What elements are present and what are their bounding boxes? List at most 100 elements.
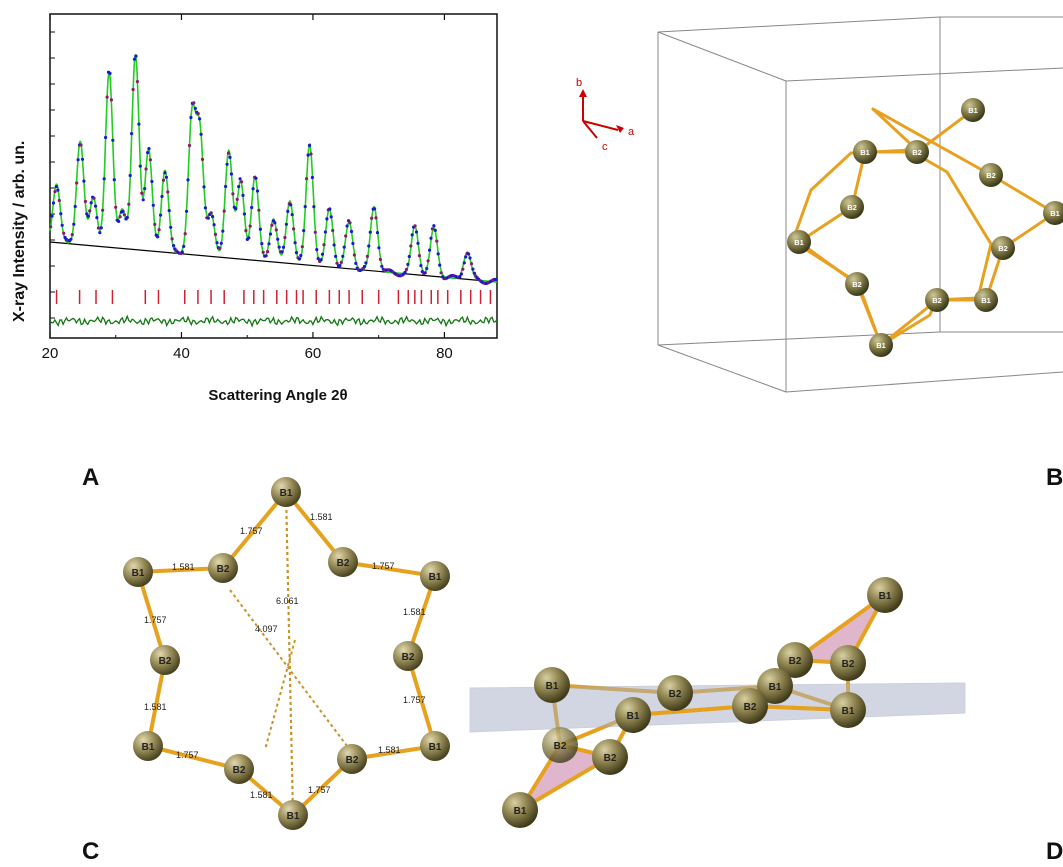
observed-point xyxy=(367,244,371,248)
svg-text:B2: B2 xyxy=(346,755,359,766)
observed-point xyxy=(157,228,161,232)
distance-label: 1.581 xyxy=(378,745,401,755)
svg-text:B1: B1 xyxy=(860,148,870,157)
observed-point xyxy=(122,213,126,217)
observed-point xyxy=(290,213,294,217)
observed-point xyxy=(60,223,64,227)
observed-point xyxy=(134,54,138,58)
atom-b2: B2 xyxy=(592,739,628,775)
observed-point xyxy=(160,194,164,199)
observed-point xyxy=(329,215,333,219)
observed-point xyxy=(228,155,232,159)
observed-point xyxy=(352,253,356,257)
observed-point xyxy=(218,246,222,250)
svg-text:B2: B2 xyxy=(842,659,855,670)
svg-text:B1: B1 xyxy=(546,681,559,692)
observed-point xyxy=(161,178,166,182)
observed-point xyxy=(196,112,200,116)
observed-point xyxy=(82,179,86,183)
atom-b1: B1 xyxy=(787,230,811,254)
observed-point xyxy=(98,231,102,235)
atom-b2: B2 xyxy=(845,272,869,296)
svg-text:B1: B1 xyxy=(287,811,300,822)
puckered-ring-panel: B1 B2 B2 B1 B1 B2 B2 B1 B1 B2 B2 B1 xyxy=(465,560,975,850)
svg-text:B1: B1 xyxy=(429,572,442,583)
atom-b1: B1 xyxy=(974,288,998,312)
observed-point xyxy=(365,254,369,258)
observed-point xyxy=(206,216,210,220)
observed-point xyxy=(164,175,168,179)
observed-point xyxy=(117,219,121,223)
observed-point xyxy=(234,207,238,211)
svg-text:B2: B2 xyxy=(402,652,415,663)
observed-point xyxy=(468,256,472,260)
svg-text:B2: B2 xyxy=(986,171,996,180)
observed-point xyxy=(102,177,106,181)
observed-point xyxy=(200,157,205,161)
observed-point xyxy=(202,185,206,189)
ring-distances-panel: B1 B2 B1 B2 B1 B2 B1 B2 B1 B2 B1 B2 1.75… xyxy=(100,470,480,840)
distance-label: 1.757 xyxy=(403,695,426,705)
observed-point xyxy=(341,254,345,258)
observed-point xyxy=(193,106,197,110)
observed-point xyxy=(293,241,297,245)
observed-point xyxy=(335,261,339,265)
observed-point xyxy=(302,229,306,233)
observed-point xyxy=(425,266,429,271)
observed-point xyxy=(433,228,437,232)
observed-point xyxy=(49,225,53,229)
observed-point xyxy=(147,147,151,151)
observed-point xyxy=(89,201,93,205)
atom-b1: B1 xyxy=(615,697,651,733)
observed-point xyxy=(258,227,262,231)
observed-point xyxy=(238,177,242,181)
observed-point xyxy=(212,223,216,227)
observed-point xyxy=(248,224,252,228)
observed-point xyxy=(316,257,320,261)
distance-label: 4.097 xyxy=(255,624,278,634)
atom-b2: B2 xyxy=(542,727,578,763)
observed-point xyxy=(439,271,443,275)
observed-point xyxy=(215,241,219,245)
svg-text:B2: B2 xyxy=(852,280,862,289)
svg-text:B1: B1 xyxy=(876,341,886,350)
atom-b1: B1 xyxy=(534,667,570,703)
observed-point xyxy=(144,167,148,171)
observed-point xyxy=(182,244,186,248)
observed-point xyxy=(185,209,189,213)
observed-point xyxy=(432,224,436,228)
observed-point xyxy=(112,178,116,182)
observed-point xyxy=(146,151,150,155)
observed-point xyxy=(297,257,301,261)
observed-point xyxy=(319,258,323,262)
observed-point xyxy=(458,275,462,279)
observed-point xyxy=(121,209,125,213)
observed-point xyxy=(213,232,218,236)
atom-b1: B1 xyxy=(867,577,903,613)
observed-point xyxy=(93,204,98,208)
observed-point xyxy=(76,158,80,162)
svg-text:B1: B1 xyxy=(968,106,978,115)
plot-frame xyxy=(49,13,498,339)
svg-text:B1: B1 xyxy=(627,711,640,722)
observed-point xyxy=(362,264,367,269)
atom-b1: B1 xyxy=(961,98,985,122)
puckered-ring-atoms: B1 B2 B2 B1 B1 B2 B2 B1 B1 B2 B2 B1 xyxy=(502,577,903,828)
panel-label-d: D xyxy=(1046,838,1063,865)
observed-point xyxy=(211,215,215,219)
distance-label: 1.757 xyxy=(240,526,263,536)
observed-point xyxy=(406,262,410,266)
atom-b2: B2 xyxy=(732,688,768,724)
observed-point xyxy=(378,257,382,261)
observed-point xyxy=(331,228,335,233)
observed-point xyxy=(222,209,226,213)
observed-point xyxy=(354,261,358,265)
observed-point xyxy=(59,212,63,216)
axis-label-c: c xyxy=(602,141,608,153)
atom-b2: B2 xyxy=(777,642,813,678)
observed-point xyxy=(231,192,235,196)
observed-point xyxy=(92,196,96,200)
observed-point xyxy=(53,190,57,194)
observed-point xyxy=(170,237,174,241)
observed-point xyxy=(261,250,265,254)
